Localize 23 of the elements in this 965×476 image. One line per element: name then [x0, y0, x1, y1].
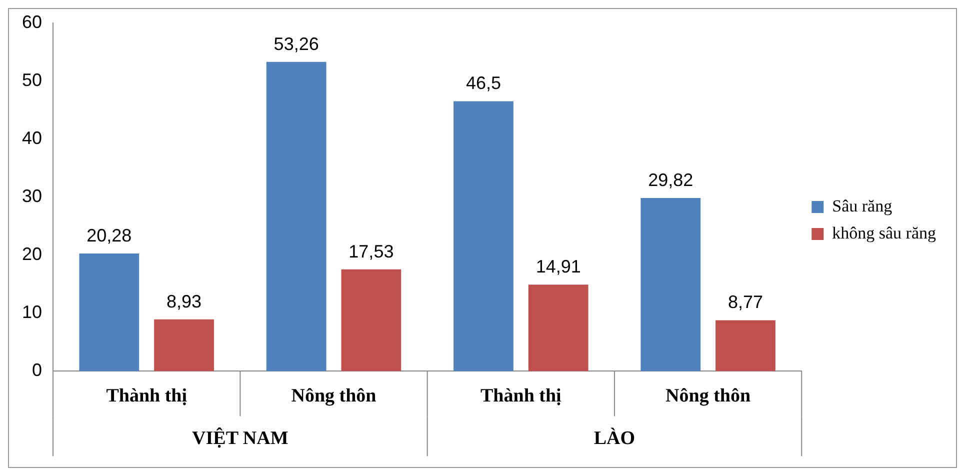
y-tick-label: 10	[22, 302, 42, 322]
data-label: 8,93	[166, 291, 202, 312]
y-tick-label: 50	[22, 70, 42, 90]
x-tick-label: Thành thị	[106, 386, 187, 407]
data-label: 8,77	[728, 292, 764, 312]
legend-label: không sâu răng	[832, 223, 936, 242]
x-tick-label: Nông thôn	[666, 386, 751, 407]
data-label: 17,53	[348, 241, 394, 262]
data-label: 53,26	[274, 34, 319, 54]
y-tick-label: 0	[32, 360, 42, 380]
text: VIỆT NAM	[192, 427, 288, 450]
data-label: 46,5	[466, 73, 501, 94]
data-label: 20,28	[86, 225, 132, 246]
legend-label: Sâu răng	[832, 196, 893, 216]
data-label: 14,91	[536, 256, 581, 277]
x-tick-label: Nông thôn	[291, 386, 377, 407]
x-tick-label: Thành thị	[480, 386, 562, 407]
y-tick-label: 40	[22, 128, 42, 148]
y-tick-label: 60	[22, 12, 42, 32]
text: LÀO	[594, 427, 636, 450]
data-label: 29,82	[648, 170, 694, 190]
y-tick-label: 20	[22, 244, 42, 264]
y-tick-label: 30	[22, 186, 42, 206]
